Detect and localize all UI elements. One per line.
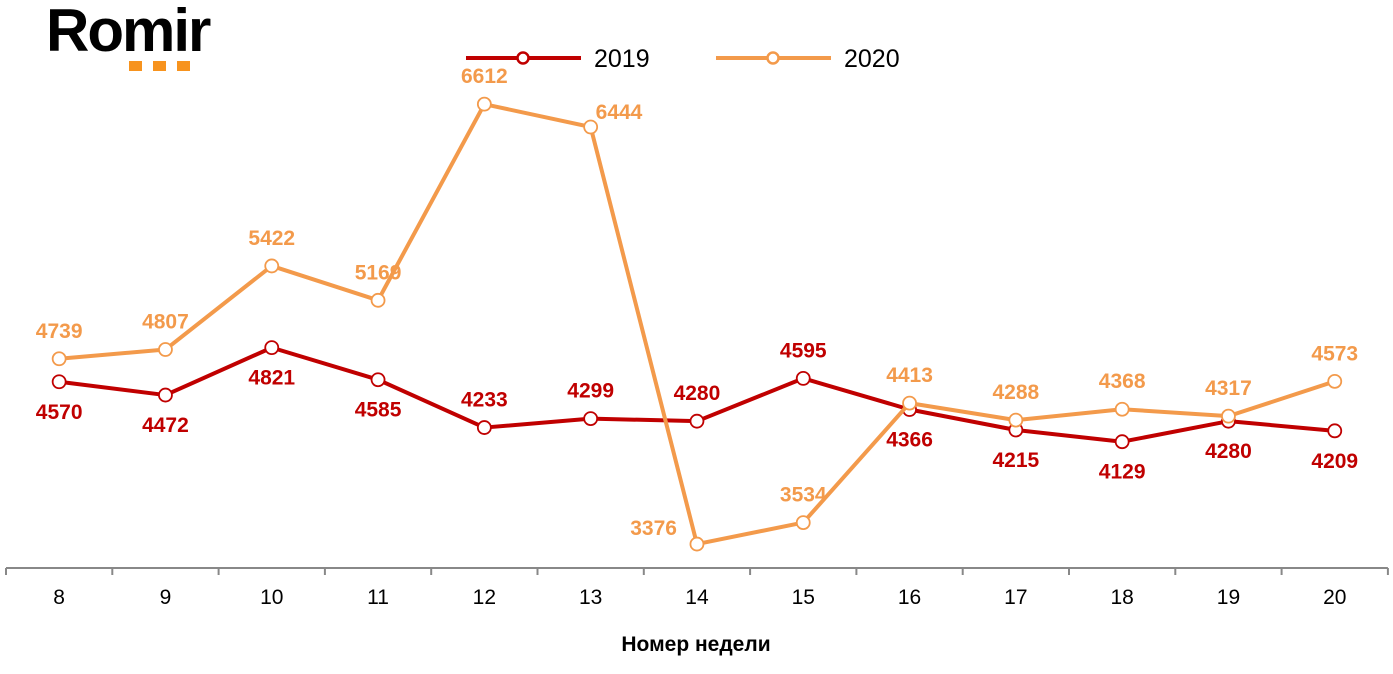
x-tick-label: 18 bbox=[1110, 586, 1133, 609]
x-tick-label: 14 bbox=[685, 586, 709, 609]
data-point-2020 bbox=[795, 515, 811, 530]
x-tick-label: 10 bbox=[260, 586, 283, 609]
data-label-2020: 4368 bbox=[1099, 370, 1146, 393]
x-tick-label: 13 bbox=[579, 586, 602, 609]
x-tick-label: 15 bbox=[792, 586, 815, 609]
data-label-2020: 4288 bbox=[992, 381, 1039, 404]
data-label-2020: 4573 bbox=[1311, 342, 1358, 365]
data-label-2019: 4233 bbox=[461, 389, 508, 412]
data-label-2019: 4129 bbox=[1099, 461, 1146, 484]
data-point-2020 bbox=[476, 96, 492, 112]
data-label-2020: 5422 bbox=[248, 227, 295, 250]
data-point-2020 bbox=[264, 258, 280, 274]
legend-label-2019: 2019 bbox=[594, 45, 650, 73]
data-point-2019 bbox=[583, 411, 599, 426]
data-point-2019 bbox=[795, 370, 811, 386]
x-tick-label: 8 bbox=[53, 586, 65, 609]
data-label-2019: 4215 bbox=[992, 449, 1039, 472]
data-point-2020 bbox=[689, 536, 705, 552]
x-tick-label: 16 bbox=[898, 586, 921, 609]
data-label-2019: 4280 bbox=[674, 382, 721, 405]
data-point-2019 bbox=[689, 413, 705, 429]
data-label-2019: 4585 bbox=[355, 399, 402, 422]
data-label-2019: 4366 bbox=[886, 428, 933, 451]
data-label-2020: 6612 bbox=[461, 65, 508, 88]
logo-text: Romir bbox=[46, 0, 211, 64]
x-tick-label: 9 bbox=[160, 586, 172, 609]
data-point-2019 bbox=[264, 340, 280, 356]
data-label-2019: 4280 bbox=[1205, 440, 1252, 463]
data-label-2019: 4821 bbox=[248, 367, 295, 390]
data-point-2019 bbox=[370, 372, 386, 388]
x-tick-label: 12 bbox=[473, 586, 496, 609]
data-point-2020 bbox=[158, 342, 173, 357]
data-point-2020 bbox=[583, 119, 599, 135]
x-axis-title: Номер недели bbox=[621, 633, 770, 656]
data-label-2019: 4299 bbox=[567, 380, 614, 403]
data-label-2019: 4570 bbox=[36, 401, 83, 424]
data-label-2020: 4807 bbox=[142, 311, 189, 334]
logo-dots bbox=[129, 61, 190, 71]
x-tick-label: 17 bbox=[1004, 586, 1027, 609]
data-label-2020: 6444 bbox=[596, 101, 643, 124]
data-label-2020: 3376 bbox=[630, 517, 677, 540]
legend-marker-2019 bbox=[516, 51, 530, 65]
data-point-2019 bbox=[1327, 423, 1343, 439]
data-label-2019: 4209 bbox=[1311, 450, 1358, 473]
data-label-2020: 4739 bbox=[36, 320, 83, 343]
data-point-2019 bbox=[476, 420, 492, 435]
data-label-2020: 5169 bbox=[355, 261, 402, 284]
data-point-2020 bbox=[1008, 412, 1024, 428]
data-point-2019 bbox=[51, 374, 67, 390]
data-label-2019: 4472 bbox=[142, 414, 189, 437]
legend-marker-2020 bbox=[766, 51, 780, 65]
data-point-2020 bbox=[1114, 401, 1130, 417]
data-point-2020 bbox=[902, 395, 917, 411]
data-point-2020 bbox=[1221, 408, 1236, 424]
legend-label-2020: 2020 bbox=[844, 45, 900, 73]
x-tick-label: 19 bbox=[1217, 586, 1240, 609]
data-point-2019 bbox=[158, 387, 173, 403]
data-point-2020 bbox=[1327, 373, 1343, 389]
data-point-2020 bbox=[51, 351, 67, 367]
data-label-2020: 3534 bbox=[780, 484, 827, 507]
x-tick-label: 11 bbox=[367, 586, 389, 609]
data-point-2019 bbox=[1114, 434, 1130, 450]
data-label-2020: 4317 bbox=[1205, 377, 1252, 400]
romir-logo: Romir bbox=[46, 0, 211, 65]
data-label-2019: 4595 bbox=[780, 339, 827, 362]
data-point-2020 bbox=[370, 292, 386, 308]
x-tick-label: 20 bbox=[1323, 586, 1346, 609]
data-label-2020: 4413 bbox=[886, 364, 933, 387]
